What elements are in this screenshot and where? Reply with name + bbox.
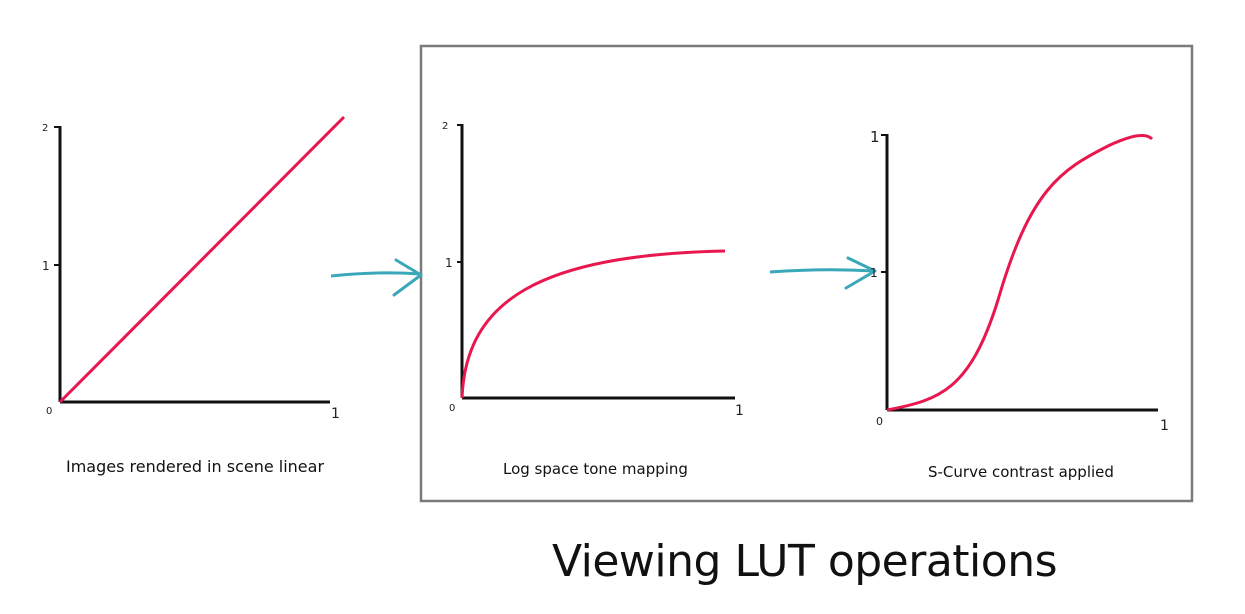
x-tick-label-1: 1	[331, 406, 340, 422]
x-tick-label-0: 0	[449, 403, 455, 414]
panel-scene-linear: 0 1 1 2	[42, 115, 346, 422]
viewing-lut-frame	[419, 44, 1194, 503]
arrow-1	[330, 258, 423, 297]
arrow-head	[392, 258, 423, 297]
linear-curve	[58, 115, 346, 404]
arrow-shaft	[769, 268, 875, 274]
arrow-shaft	[330, 271, 421, 278]
x-tick-label-0: 0	[876, 415, 883, 428]
log-curve	[460, 249, 726, 399]
x-tick-label-1: 1	[1160, 418, 1169, 434]
panel-3-caption: S-Curve contrast applied	[928, 463, 1114, 481]
panel-1-caption: Images rendered in scene linear	[66, 457, 325, 476]
y-tick-label-2: 2	[42, 123, 48, 134]
y-tick-label-top: 1	[870, 128, 880, 146]
x-tick-label-1: 1	[735, 403, 744, 419]
y-tick-label-1: 1	[445, 256, 453, 270]
y-tick-label-1: 1	[42, 259, 50, 273]
y-tick-label-2: 2	[442, 121, 448, 132]
panel-log-space: 0 1 1 2	[442, 121, 744, 419]
panel-s-curve: 0 1 1 1	[870, 128, 1169, 434]
arrow-head	[844, 256, 877, 290]
y-tick-label-mid: 1	[870, 266, 878, 280]
arrow-2	[769, 256, 877, 290]
s-curve	[886, 133, 1154, 412]
panel-2-caption: Log space tone mapping	[503, 460, 688, 478]
x-tick-label-0: 0	[46, 406, 52, 417]
page-title: Viewing LUT operations	[552, 536, 1058, 587]
